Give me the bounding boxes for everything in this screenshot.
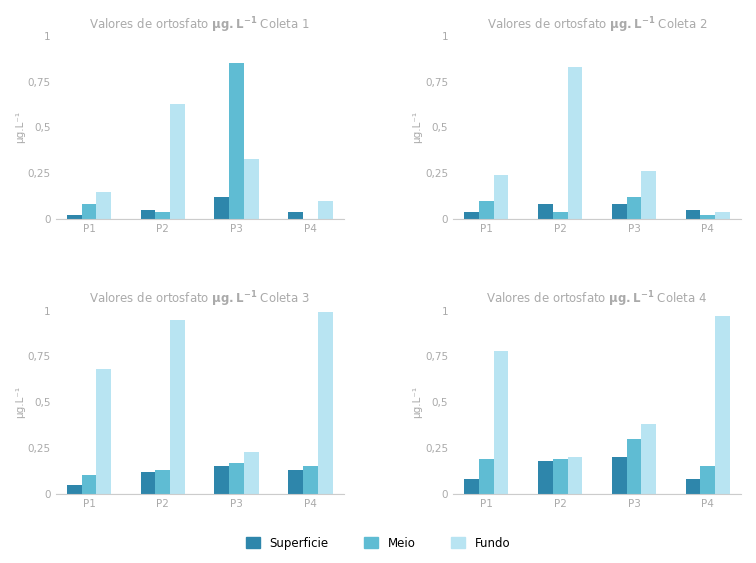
Bar	[641, 424, 656, 494]
Bar	[156, 470, 170, 494]
Title: Valores de ortosfato $\mathbf{\mu g.L^{-1}}$ Coleta 1: Valores de ortosfato $\mathbf{\mu g.L^{-…	[89, 15, 310, 34]
Bar	[170, 104, 185, 219]
Bar	[627, 197, 641, 219]
Bar	[627, 439, 641, 494]
Bar	[67, 215, 82, 219]
Bar	[82, 475, 96, 494]
Bar	[96, 191, 111, 219]
Bar	[494, 351, 509, 494]
Bar	[244, 159, 259, 219]
Bar	[67, 485, 82, 494]
Title: Valores de ortosfato $\mathbf{\mu g.L^{-1}}$ Coleta 2: Valores de ortosfato $\mathbf{\mu g.L^{-…	[487, 15, 708, 34]
Y-axis label: μg.L⁻¹: μg.L⁻¹	[15, 111, 25, 144]
Bar	[479, 200, 494, 219]
Bar	[215, 466, 229, 494]
Bar	[538, 461, 553, 494]
Bar	[288, 212, 303, 219]
Bar	[229, 463, 244, 494]
Bar	[229, 63, 244, 219]
Bar	[156, 212, 170, 219]
Bar	[96, 369, 111, 494]
Bar	[686, 479, 700, 494]
Bar	[141, 472, 156, 494]
Bar	[700, 215, 715, 219]
Bar	[82, 204, 96, 219]
Y-axis label: μg.L⁻¹: μg.L⁻¹	[412, 386, 423, 418]
Bar	[464, 212, 479, 219]
Bar	[170, 320, 185, 494]
Bar	[215, 197, 229, 219]
Bar	[288, 470, 303, 494]
Bar	[568, 67, 582, 219]
Title: Valores de ortosfato $\mathbf{\mu g.L^{-1}}$ Coleta 4: Valores de ortosfato $\mathbf{\mu g.L^{-…	[486, 290, 708, 309]
Bar	[464, 479, 479, 494]
Bar	[715, 316, 730, 494]
Bar	[538, 204, 553, 219]
Bar	[700, 466, 715, 494]
Bar	[318, 312, 333, 494]
Y-axis label: μg.L⁻¹: μg.L⁻¹	[15, 386, 25, 418]
Bar	[641, 171, 656, 219]
Bar	[686, 210, 700, 219]
Bar	[244, 452, 259, 494]
Bar	[612, 457, 627, 494]
Bar	[479, 459, 494, 494]
Bar	[303, 466, 318, 494]
Bar	[141, 210, 156, 219]
Title: Valores de ortosfato $\mathbf{\mu g.L^{-1}}$ Coleta 3: Valores de ortosfato $\mathbf{\mu g.L^{-…	[89, 290, 310, 309]
Bar	[715, 212, 730, 219]
Y-axis label: μg.L⁻¹: μg.L⁻¹	[412, 111, 423, 144]
Bar	[494, 175, 509, 219]
Bar	[553, 459, 568, 494]
Bar	[318, 200, 333, 219]
Bar	[568, 457, 582, 494]
Bar	[553, 212, 568, 219]
Bar	[612, 204, 627, 219]
Legend: Superficie, Meio, Fundo: Superficie, Meio, Fundo	[241, 532, 515, 555]
